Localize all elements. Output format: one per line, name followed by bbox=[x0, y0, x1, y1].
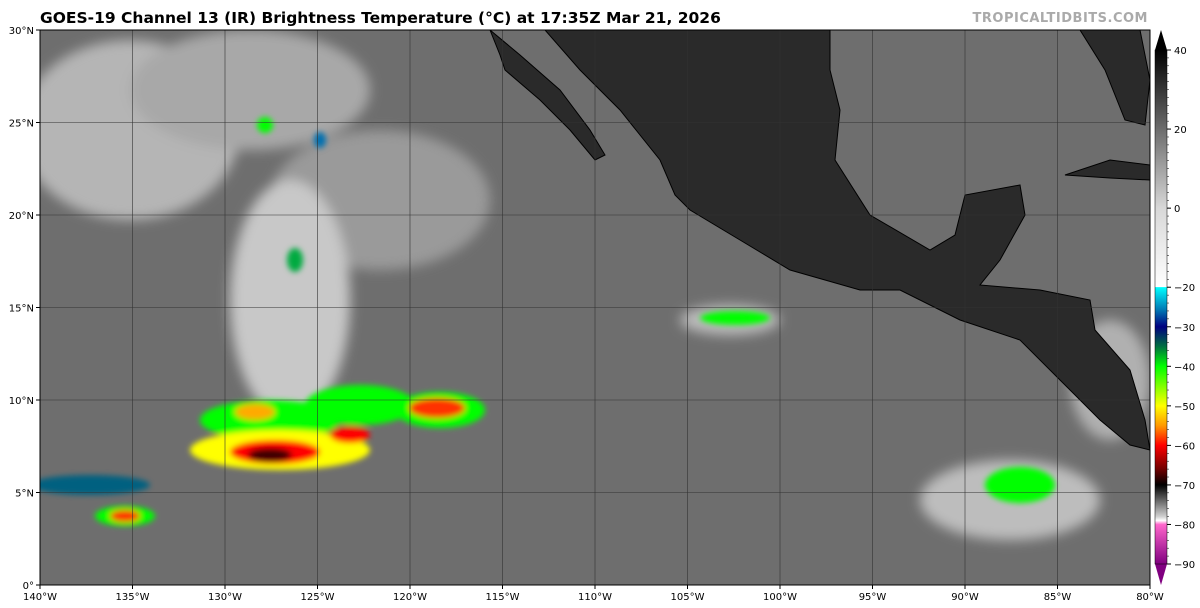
lat-label: 20°N bbox=[9, 211, 34, 222]
lon-label: 135°W bbox=[116, 592, 150, 603]
lat-label: 25°N bbox=[9, 119, 34, 130]
lon-label: 90°W bbox=[951, 592, 979, 603]
colorbar-label: −30 bbox=[1174, 323, 1195, 334]
colorbar-label: −60 bbox=[1174, 441, 1195, 452]
lon-label: 100°W bbox=[763, 592, 797, 603]
lon-label: 105°W bbox=[671, 592, 705, 603]
brand-watermark: TROPICALTIDBITS.COM bbox=[972, 11, 1148, 26]
lon-label: 80°W bbox=[1136, 592, 1164, 603]
colorbar-extend-up bbox=[1155, 30, 1167, 50]
colorbar-label: −80 bbox=[1174, 520, 1195, 531]
lon-label: 125°W bbox=[301, 592, 335, 603]
lon-label: 85°W bbox=[1044, 592, 1072, 603]
colorbar-label: 0 bbox=[1174, 204, 1180, 215]
lon-label: 110°W bbox=[578, 592, 612, 603]
colorbar-label: −70 bbox=[1174, 481, 1195, 492]
colorbar-label: −90 bbox=[1174, 560, 1195, 571]
colorbar: 40 20 0 −20 −30 −40 −50 −60 −70 −80 −90 bbox=[1154, 30, 1195, 585]
lon-label: 130°W bbox=[208, 592, 242, 603]
convective-clouds bbox=[40, 117, 1055, 526]
gridlines bbox=[40, 30, 1150, 585]
lat-label: 5°N bbox=[15, 489, 34, 500]
lon-label: 120°W bbox=[393, 592, 427, 603]
colorbar-label: 40 bbox=[1174, 46, 1187, 57]
lat-label: 0° bbox=[23, 581, 34, 592]
lon-label: 140°W bbox=[23, 592, 57, 603]
lat-label: 10°N bbox=[9, 396, 34, 407]
lat-label: 30°N bbox=[9, 26, 34, 37]
axes: 140°W 135°W 130°W 125°W 120°W 115°W 110°W 105°W… bbox=[9, 26, 1164, 603]
lon-label: 115°W bbox=[486, 592, 520, 603]
colorbar-bar bbox=[1154, 49, 1168, 565]
map-area bbox=[40, 30, 1150, 585]
colorbar-label: −50 bbox=[1174, 402, 1195, 413]
colorbar-label: −20 bbox=[1174, 283, 1195, 294]
colorbar-label: 20 bbox=[1174, 125, 1187, 136]
colorbar-label: −40 bbox=[1174, 362, 1195, 373]
land bbox=[489, 30, 1150, 451]
lon-label: 95°W bbox=[859, 592, 887, 603]
map-title: GOES-19 Channel 13 (IR) Brightness Tempe… bbox=[40, 9, 721, 27]
lat-label: 15°N bbox=[9, 304, 34, 315]
colorbar-extend-down bbox=[1155, 564, 1167, 585]
